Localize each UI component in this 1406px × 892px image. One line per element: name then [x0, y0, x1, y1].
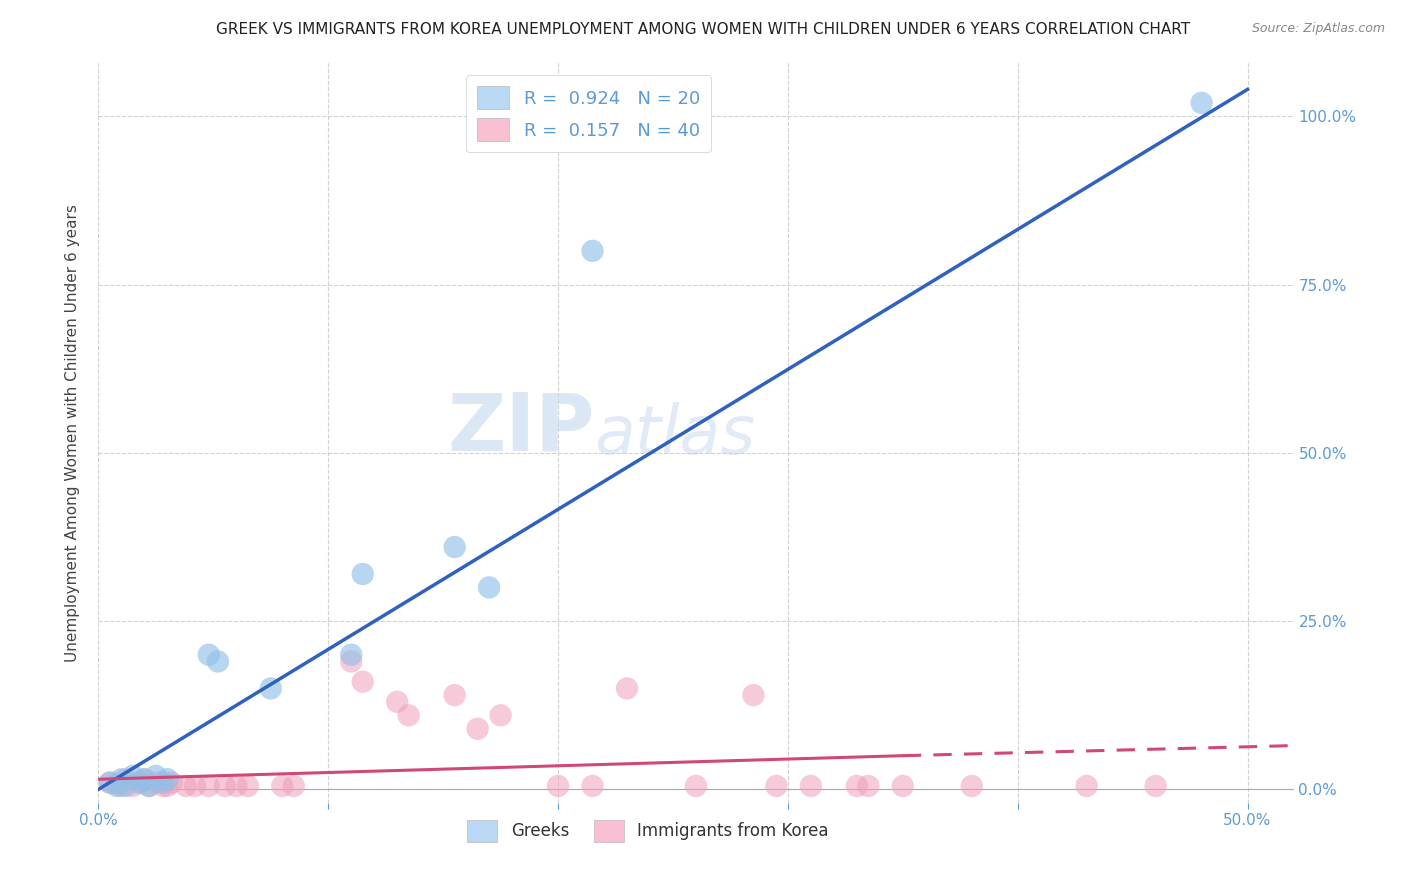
Point	[260, 681, 283, 696]
Point	[340, 648, 363, 662]
Point	[160, 775, 183, 789]
Point	[152, 779, 174, 793]
Point	[138, 779, 160, 793]
Point	[385, 695, 409, 709]
Point	[122, 779, 145, 793]
Point	[891, 779, 914, 793]
Point	[197, 779, 219, 793]
Point	[152, 775, 174, 789]
Point	[283, 779, 305, 793]
Point	[352, 566, 374, 581]
Point	[207, 655, 229, 669]
Point	[145, 775, 167, 789]
Point	[1076, 779, 1098, 793]
Point	[443, 688, 465, 702]
Point	[184, 779, 207, 793]
Text: ZIP: ZIP	[447, 390, 595, 468]
Point	[122, 769, 145, 783]
Point	[1191, 95, 1213, 110]
Point	[110, 772, 132, 787]
Y-axis label: Unemployment Among Women with Children Under 6 years: Unemployment Among Women with Children U…	[65, 203, 80, 662]
Point	[236, 779, 259, 793]
Point	[1144, 779, 1167, 793]
Point	[214, 779, 236, 793]
Point	[225, 779, 247, 793]
Point	[616, 681, 638, 696]
Text: atlas: atlas	[595, 401, 755, 467]
Point	[98, 775, 121, 789]
Point	[115, 772, 138, 787]
Point	[197, 648, 219, 662]
Point	[174, 779, 197, 793]
Point	[134, 772, 156, 787]
Point	[156, 772, 179, 787]
Point	[960, 779, 983, 793]
Point	[271, 779, 294, 793]
Point	[742, 688, 765, 702]
Point	[845, 779, 868, 793]
Point	[105, 779, 128, 793]
Text: GREEK VS IMMIGRANTS FROM KOREA UNEMPLOYMENT AMONG WOMEN WITH CHILDREN UNDER 6 YE: GREEK VS IMMIGRANTS FROM KOREA UNEMPLOYM…	[217, 22, 1189, 37]
Point	[98, 775, 121, 789]
Point	[800, 779, 823, 793]
Point	[138, 779, 160, 793]
Legend: Greeks, Immigrants from Korea: Greeks, Immigrants from Korea	[460, 812, 837, 850]
Point	[581, 779, 603, 793]
Point	[685, 779, 707, 793]
Point	[352, 674, 374, 689]
Point	[128, 775, 150, 789]
Point	[765, 779, 787, 793]
Point	[115, 779, 138, 793]
Point	[547, 779, 569, 793]
Point	[467, 722, 489, 736]
Point	[134, 772, 156, 787]
Point	[340, 655, 363, 669]
Point	[110, 779, 132, 793]
Point	[105, 777, 128, 791]
Point	[145, 769, 167, 783]
Point	[581, 244, 603, 258]
Text: Source: ZipAtlas.com: Source: ZipAtlas.com	[1251, 22, 1385, 36]
Point	[128, 775, 150, 789]
Point	[858, 779, 880, 793]
Point	[489, 708, 512, 723]
Point	[156, 779, 179, 793]
Point	[398, 708, 420, 723]
Point	[443, 540, 465, 554]
Point	[478, 581, 501, 595]
